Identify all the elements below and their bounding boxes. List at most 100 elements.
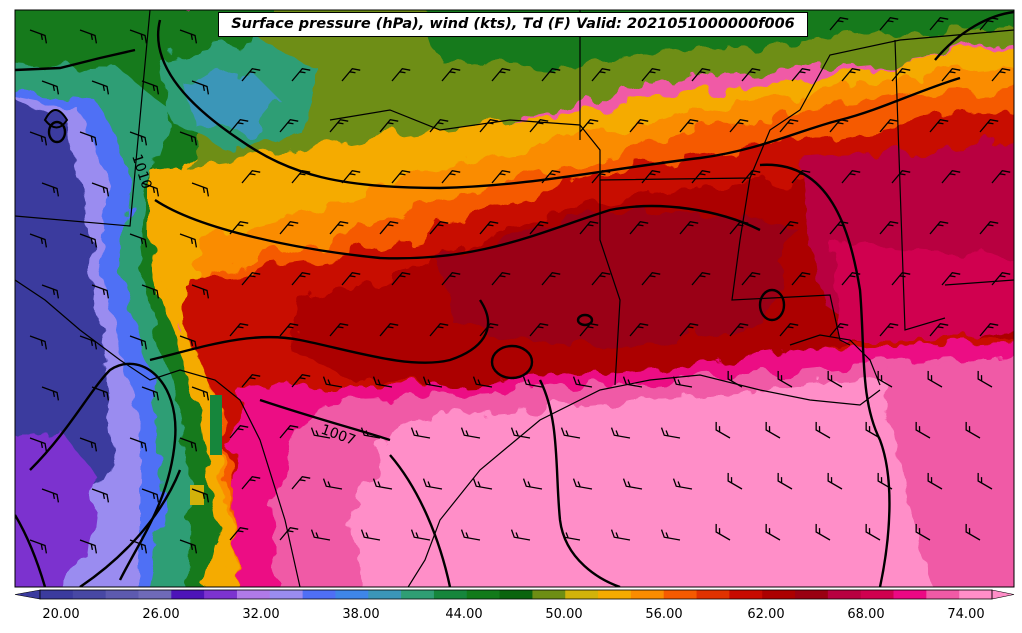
wind-barb <box>472 478 493 490</box>
wind-barb <box>141 182 160 197</box>
colorbar-swatch <box>302 590 336 599</box>
wind-barb <box>560 427 581 439</box>
wind-barb <box>691 170 711 184</box>
wind-barb <box>622 478 643 490</box>
wind-barb <box>579 221 599 235</box>
wind-barb <box>672 478 693 490</box>
wind-barb <box>729 323 749 337</box>
colorbar-swatch <box>499 590 533 599</box>
wind-barb <box>591 170 611 184</box>
wind-barb <box>865 523 881 541</box>
wind-barb <box>891 170 911 184</box>
wind-barb <box>491 170 511 184</box>
wind-barb <box>629 119 649 133</box>
colorbar-swatch <box>762 590 796 599</box>
wind-barb <box>541 272 561 286</box>
wind-barb <box>629 323 649 337</box>
colorbar-swatch <box>893 590 927 599</box>
wind-barb <box>479 323 499 337</box>
wind-barb <box>410 529 431 541</box>
wind-barb <box>441 68 461 82</box>
wind-barb <box>529 323 549 337</box>
wind-barb <box>977 370 993 388</box>
colorbar-swatch <box>827 590 862 599</box>
colorbar-swatch <box>630 590 665 599</box>
wind-barb <box>829 221 849 235</box>
wind-barb <box>965 523 981 541</box>
wind-barb <box>279 527 299 541</box>
wind-barb <box>29 233 48 248</box>
wind-barb <box>791 272 811 286</box>
wind-barb <box>360 529 381 541</box>
wind-barb <box>891 272 911 286</box>
wind-barb <box>241 476 261 490</box>
colorbar-swatch <box>433 590 468 599</box>
wind-barb <box>979 17 999 31</box>
wind-barb <box>991 68 1011 82</box>
wind-barb <box>91 80 110 95</box>
wind-barb <box>827 370 843 388</box>
wind-barb <box>360 427 381 439</box>
wind-barb <box>129 233 148 248</box>
wind-barb <box>779 119 799 133</box>
wind-barb <box>479 221 499 235</box>
wind-barb <box>841 68 861 82</box>
wind-barb <box>41 182 60 197</box>
wind-barb <box>129 29 148 44</box>
wind-barb <box>460 529 481 541</box>
wind-barb <box>129 437 148 452</box>
colorbar-swatch <box>401 590 435 599</box>
wind-barb <box>679 119 699 133</box>
wind-barb <box>829 17 849 31</box>
wind-barb <box>641 170 661 184</box>
wind-barb <box>29 29 48 44</box>
wind-barb <box>741 272 761 286</box>
colorbar-swatch <box>729 590 763 599</box>
wind-barb <box>391 170 411 184</box>
wind-barb <box>241 272 261 286</box>
wind-barb <box>310 529 331 541</box>
wind-barb <box>41 80 60 95</box>
wind-barb <box>610 529 631 541</box>
wind-barb <box>879 221 899 235</box>
colorbar-tick-label: 20.00 <box>42 607 80 622</box>
wind-barb <box>241 374 261 388</box>
wind-barb <box>322 376 343 388</box>
colorbar-swatch <box>138 590 172 599</box>
wind-barb <box>179 233 198 248</box>
colorbar-tick-label: 38.00 <box>342 607 380 622</box>
wind-barb <box>815 523 831 541</box>
wind-barb <box>429 221 449 235</box>
wind-barb <box>41 386 60 401</box>
wind-barb <box>779 323 799 337</box>
wind-barb <box>379 119 399 133</box>
wind-barb <box>141 386 160 401</box>
wind-barb <box>472 376 493 388</box>
wind-barb <box>879 323 899 337</box>
colorbar-tick-label: 44.00 <box>445 607 483 622</box>
wind-barb <box>491 272 511 286</box>
wind-barb <box>727 370 743 388</box>
wind-barb <box>529 221 549 235</box>
wind-barb <box>841 170 861 184</box>
wind-barb <box>672 376 693 388</box>
colorbar-swatch <box>926 590 960 599</box>
wind-barb <box>129 335 148 350</box>
wind-barb <box>815 421 831 439</box>
wind-barb <box>879 17 899 31</box>
wind-barb <box>522 478 543 490</box>
wind-barb <box>991 170 1011 184</box>
wind-barb <box>372 478 393 490</box>
wind-barb <box>929 17 949 31</box>
wind-barb <box>79 131 98 146</box>
wind-barb <box>229 119 249 133</box>
wind-barb <box>927 472 943 490</box>
wind-barb <box>379 221 399 235</box>
wind-barb <box>929 119 949 133</box>
wind-barb <box>572 478 593 490</box>
wind-barb <box>229 323 249 337</box>
wind-barb <box>91 386 110 401</box>
wind-barb <box>91 182 110 197</box>
wind-barb <box>965 421 981 439</box>
